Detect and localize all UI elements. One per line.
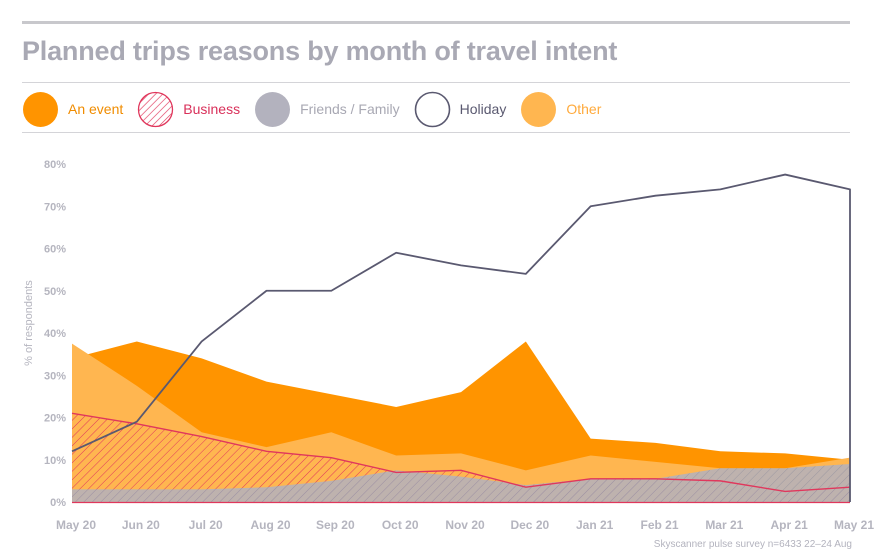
legend-label-other: Other [566, 101, 602, 117]
x-tick-label: Nov 20 [445, 518, 485, 532]
legend-item-other[interactable]: Other [520, 91, 601, 128]
top-rule [22, 21, 850, 24]
legend-item-holiday[interactable]: Holiday [414, 91, 507, 128]
title-divider [22, 82, 850, 83]
legend-label-friends-family: Friends / Family [300, 101, 400, 117]
series-line-holiday [71, 173, 851, 502]
x-tick-label: Aug 20 [250, 518, 290, 532]
x-tick-label: May 21 [834, 518, 874, 532]
y-tick-label: 10% [44, 455, 66, 467]
legend-label-business: Business [183, 101, 241, 117]
series-area-friends-family-hatch [72, 463, 850, 502]
other-swatch-icon [521, 91, 557, 127]
x-tick-label: May 20 [56, 518, 96, 532]
business-swatch-icon [138, 91, 174, 127]
x-tick-label: Feb 21 [640, 518, 678, 532]
x-tick-label: Apr 21 [770, 518, 808, 532]
area-chart: 0% 10% 20% 30% 40% 50% 60% 70% 80% % of responden… [23, 159, 874, 532]
legend-item-an-event[interactable]: An event [22, 91, 123, 128]
y-axis-title: % of respondents [23, 280, 35, 366]
series-line-business [71, 412, 851, 493]
y-tick-label: 50% [44, 286, 66, 298]
y-tick-label: 80% [44, 159, 66, 171]
legend-label-an-event: An event [68, 101, 124, 117]
x-tick-label: Oct 20 [382, 518, 419, 532]
legend-divider [22, 132, 850, 133]
y-tick-label: 0% [50, 497, 66, 509]
source-note: Skyscanner pulse survey n=6433 22–24 Aug [653, 539, 852, 550]
x-tick-label: Dec 20 [510, 518, 549, 532]
x-tick-label: Jan 21 [576, 518, 614, 532]
x-tick-label: Mar 21 [705, 518, 743, 532]
y-tick-label: 40% [44, 328, 66, 340]
legend-item-business[interactable]: Business [137, 91, 240, 128]
chart-title: Planned trips reasons by month of travel… [22, 36, 618, 66]
legend-label-holiday: Holiday [459, 101, 507, 117]
x-tick-label: Jul 20 [189, 518, 223, 532]
x-tick-label: Sep 20 [316, 518, 355, 532]
y-tick-label: 70% [44, 201, 66, 213]
legend: An event Business Friends / Family Holid… [22, 90, 615, 128]
holiday-swatch-icon [414, 91, 450, 127]
x-tick-label: Jun 20 [122, 518, 160, 532]
legend-item-friends-family[interactable]: Friends / Family [254, 91, 400, 128]
friends-family-swatch-icon [255, 91, 291, 127]
y-tick-label: 20% [44, 413, 66, 425]
y-tick-label: 30% [44, 370, 66, 382]
y-tick-label: 60% [44, 244, 66, 256]
an-event-swatch-icon [23, 91, 58, 127]
